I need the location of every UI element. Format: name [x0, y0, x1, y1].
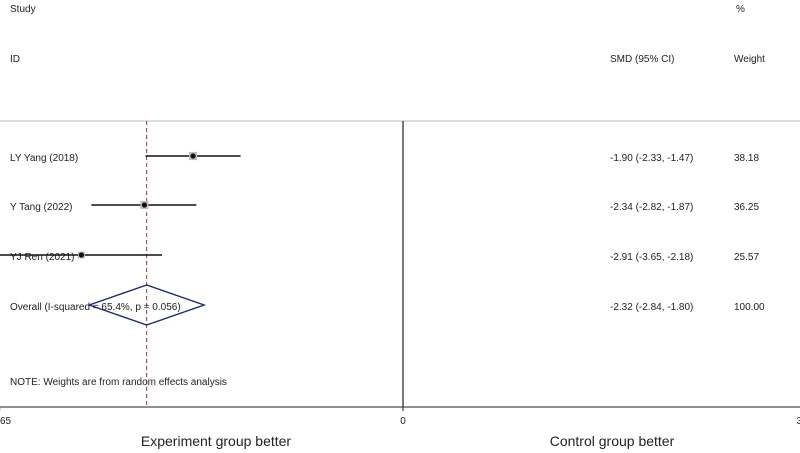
study-ci-text: -2.34 (-2.82, -1.87) [610, 202, 693, 213]
x-tick-label: -3.65 [0, 416, 12, 427]
study-weight: 36.25 [734, 202, 759, 213]
note-text: NOTE: Weights are from random effects an… [10, 377, 227, 388]
experiment-better-label: Experiment group better [141, 433, 292, 449]
study-weight: 25.57 [734, 252, 759, 263]
overall-row: Overall (I-squared = 65.4%, p = 0.056) -… [10, 284, 765, 326]
id-header: ID [10, 54, 20, 65]
study-row: YJ Ren (2021) -2.91 (-3.65, -2.18) 25.57 [0, 251, 759, 263]
study-label: YJ Ren (2021) [10, 252, 74, 263]
study-row: LY Yang (2018) -1.90 (-2.33, -1.47) 38.1… [10, 151, 759, 164]
study-point [141, 202, 148, 208]
smd-header: SMD (95% CI) [610, 54, 674, 65]
percent-header: % [736, 4, 745, 15]
overall-ci-text: -2.32 (-2.84, -1.80) [610, 302, 693, 313]
study-point [78, 252, 85, 258]
study-ci-text: -1.90 (-2.33, -1.47) [610, 153, 693, 164]
study-row: Y Tang (2022) -2.34 (-2.82, -1.87) 36.25 [10, 201, 759, 213]
study-header: Study [10, 4, 36, 15]
study-point [190, 153, 196, 159]
x-tick-label: 0 [400, 416, 406, 427]
control-better-label: Control group better [550, 433, 675, 449]
x-axis-ticks: -3.65 0 3.65 [0, 407, 800, 427]
overall-diamond [87, 284, 207, 326]
study-label: Y Tang (2022) [10, 202, 72, 213]
weight-header: Weight [734, 54, 765, 65]
x-tick-label: 3.65 [797, 416, 800, 427]
study-label: LY Yang (2018) [10, 153, 78, 164]
overall-weight: 100.00 [734, 302, 765, 313]
study-ci-text: -2.91 (-3.65, -2.18) [610, 252, 693, 263]
study-weight: 38.18 [734, 153, 759, 164]
